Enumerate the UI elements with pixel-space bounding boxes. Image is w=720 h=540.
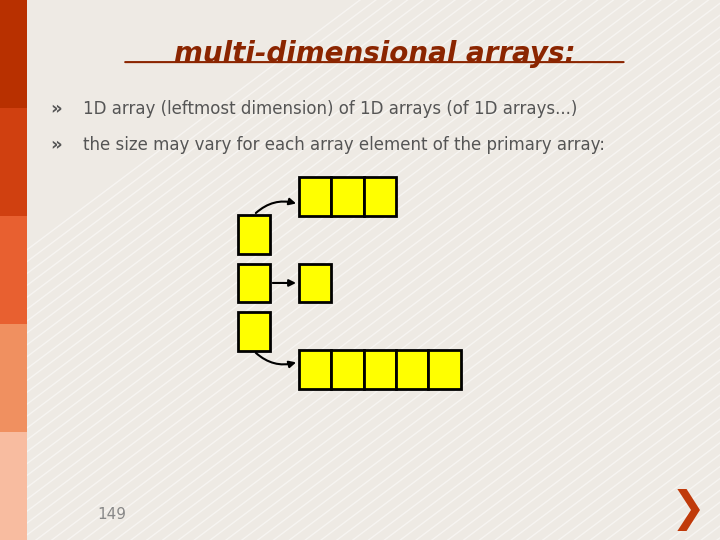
FancyArrowPatch shape — [273, 280, 294, 286]
Bar — [238, 215, 270, 254]
Bar — [364, 350, 396, 389]
Bar — [299, 350, 331, 389]
Text: »: » — [50, 136, 62, 154]
Bar — [364, 177, 396, 216]
Bar — [331, 177, 364, 216]
Text: multi-dimensional arrays:: multi-dimensional arrays: — [174, 40, 575, 69]
Bar — [428, 350, 461, 389]
FancyArrowPatch shape — [256, 199, 294, 213]
Bar — [396, 350, 428, 389]
Bar — [299, 264, 331, 302]
Bar — [238, 264, 270, 302]
Text: »: » — [50, 100, 62, 118]
Text: ❯: ❯ — [670, 489, 705, 531]
Text: 1D array (leftmost dimension) of 1D arrays (of 1D arrays...): 1D array (leftmost dimension) of 1D arra… — [83, 100, 577, 118]
Bar — [299, 177, 331, 216]
Bar — [0, 0, 27, 108]
Bar — [331, 350, 364, 389]
Bar — [0, 432, 27, 540]
Bar — [0, 216, 27, 324]
Bar — [238, 312, 270, 351]
Bar — [0, 324, 27, 432]
FancyArrowPatch shape — [256, 353, 294, 367]
Text: the size may vary for each array element of the primary array:: the size may vary for each array element… — [83, 136, 605, 154]
Text: 149: 149 — [97, 507, 126, 522]
Bar — [0, 108, 27, 216]
